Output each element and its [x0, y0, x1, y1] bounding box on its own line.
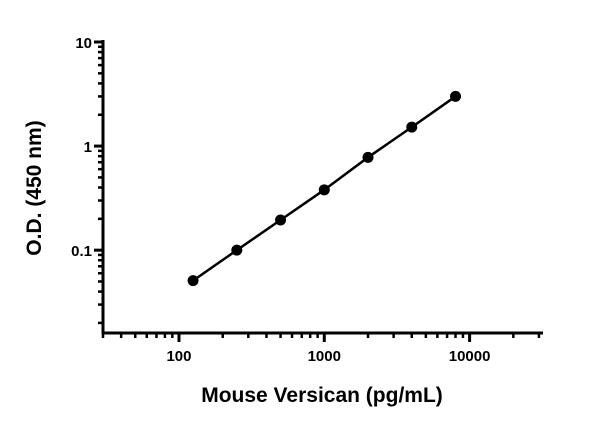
y-axis-label: O.D. (450 nm) — [23, 120, 46, 255]
x-tick-label: 1000 — [308, 348, 341, 365]
data-point — [318, 184, 330, 196]
data-point — [275, 214, 287, 226]
data-point — [450, 90, 462, 102]
y-tick-label: 1 — [84, 139, 92, 156]
y-tick-label: 10 — [75, 35, 92, 52]
x-tick-label: 10000 — [449, 348, 491, 365]
axes: 100 1000 10000 0.1 1 10 — [71, 35, 543, 365]
data-point — [406, 121, 418, 133]
data-point — [231, 244, 243, 256]
data-series — [187, 90, 462, 287]
x-tick-label: 100 — [166, 348, 191, 365]
data-point — [362, 151, 374, 163]
x-axis-label: Mouse Versican (pg/mL) — [201, 384, 443, 407]
y-tick-label: 0.1 — [71, 243, 92, 260]
data-point — [187, 275, 199, 287]
